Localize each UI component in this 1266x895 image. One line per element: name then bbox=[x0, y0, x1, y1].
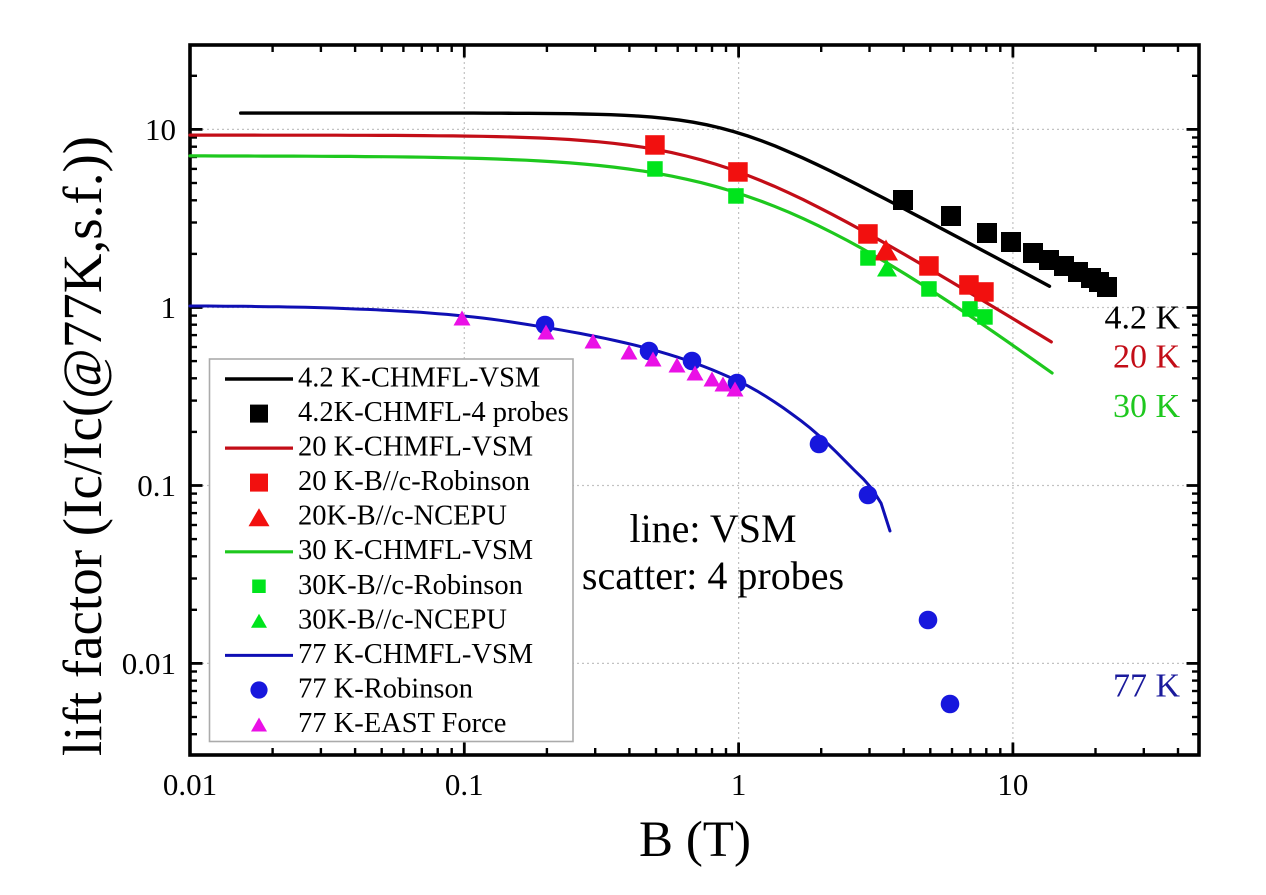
svg-text:20 K-CHMFL-VSM: 20 K-CHMFL-VSM bbox=[298, 432, 533, 463]
svg-text:77 K-EAST Force: 77 K-EAST Force bbox=[298, 708, 506, 739]
svg-text:0.01: 0.01 bbox=[122, 646, 176, 681]
svg-text:20 K-B//c-Robinson: 20 K-B//c-Robinson bbox=[298, 466, 530, 497]
svg-text:4.2 K-CHMFL-VSM: 4.2 K-CHMFL-VSM bbox=[298, 363, 540, 394]
svg-text:1: 1 bbox=[161, 290, 177, 325]
svg-text:77 K: 77 K bbox=[1113, 667, 1181, 704]
svg-text:scatter: 4 probes: scatter: 4 probes bbox=[582, 553, 844, 598]
svg-text:4.2 K: 4.2 K bbox=[1104, 299, 1180, 336]
svg-text:77 K-Robinson: 77 K-Robinson bbox=[298, 674, 473, 705]
svg-text:B (T): B (T) bbox=[639, 812, 751, 868]
svg-text:0.1: 0.1 bbox=[137, 468, 176, 503]
svg-text:1: 1 bbox=[731, 767, 747, 802]
svg-text:lift factor (Ic/Ic(@77K,s.f.)): lift factor (Ic/Ic(@77K,s.f.)) bbox=[52, 136, 113, 756]
svg-text:10: 10 bbox=[997, 767, 1028, 802]
svg-text:30 K-CHMFL-VSM: 30 K-CHMFL-VSM bbox=[298, 535, 533, 566]
svg-text:30K-B//c-Robinson: 30K-B//c-Robinson bbox=[298, 570, 523, 601]
svg-text:20K-B//c-NCEPU: 20K-B//c-NCEPU bbox=[298, 501, 507, 532]
svg-text:4.2K-CHMFL-4 probes: 4.2K-CHMFL-4 probes bbox=[298, 397, 569, 428]
svg-text:10: 10 bbox=[145, 112, 176, 147]
svg-text:line: VSM: line: VSM bbox=[629, 506, 796, 551]
svg-text:30K-B//c-NCEPU: 30K-B//c-NCEPU bbox=[298, 604, 507, 635]
svg-text:30 K: 30 K bbox=[1113, 388, 1181, 425]
svg-text:0.01: 0.01 bbox=[163, 767, 217, 802]
svg-text:20 K: 20 K bbox=[1113, 338, 1181, 375]
svg-text:77 K-CHMFL-VSM: 77 K-CHMFL-VSM bbox=[298, 639, 533, 670]
svg-text:0.1: 0.1 bbox=[445, 767, 484, 802]
